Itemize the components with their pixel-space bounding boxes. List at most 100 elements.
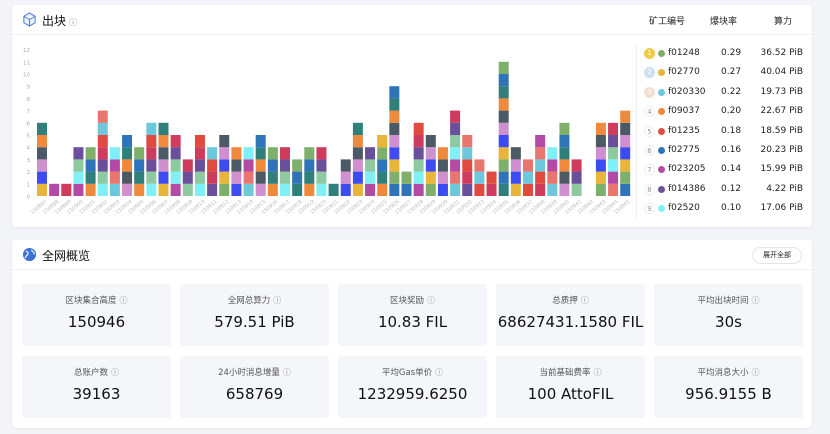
bar-segment[interactable]	[413, 159, 424, 172]
bar-segment[interactable]	[243, 159, 254, 172]
bar-segment[interactable]	[389, 183, 400, 196]
bar-segment[interactable]	[207, 159, 218, 172]
bar-segment[interactable]	[547, 147, 558, 160]
bar-segment[interactable]	[498, 135, 509, 148]
bar-segment[interactable]	[389, 110, 400, 123]
bar-segment[interactable]	[377, 171, 388, 184]
info-circle-icon[interactable]: ⓘ	[119, 296, 128, 305]
miner-row[interactable]: 2 f02770 0.27 40.04 PiB	[637, 64, 813, 83]
bar-segment[interactable]	[389, 86, 400, 99]
bar-segment[interactable]	[37, 135, 47, 148]
bar-segment[interactable]	[146, 135, 157, 148]
bar-segment[interactable]	[389, 171, 400, 184]
bar-segment[interactable]	[109, 147, 120, 160]
bar-segment[interactable]	[365, 147, 376, 160]
info-circle-icon[interactable]: ⓘ	[580, 296, 589, 305]
bar-segment[interactable]	[559, 159, 570, 172]
info-circle-icon[interactable]: ⓘ	[751, 296, 760, 305]
bar-segment[interactable]	[243, 147, 254, 160]
miner-id-link[interactable]: f020330	[668, 86, 706, 97]
miner-id-link[interactable]: f01235	[668, 125, 700, 136]
bar-segment[interactable]	[97, 135, 108, 148]
bar-segment[interactable]	[498, 110, 509, 123]
bar-segment[interactable]	[474, 159, 485, 172]
bar-segment[interactable]	[304, 183, 315, 196]
bar-segment[interactable]	[413, 183, 424, 196]
bar-segment[interactable]	[365, 159, 376, 172]
bar-segment[interactable]	[37, 122, 47, 135]
bar-segment[interactable]	[571, 159, 582, 172]
bar-segment[interactable]	[267, 171, 278, 184]
bar-segment[interactable]	[352, 159, 363, 172]
bar-segment[interactable]	[146, 159, 157, 172]
bar-segment[interactable]	[134, 159, 145, 172]
bar-segment[interactable]	[49, 183, 60, 196]
bar-segment[interactable]	[316, 183, 327, 196]
bar-segment[interactable]	[219, 171, 230, 184]
bar-segment[interactable]	[146, 171, 157, 184]
bar-segment[interactable]	[37, 183, 47, 196]
bar-segment[interactable]	[255, 183, 266, 196]
bar-segment[interactable]	[280, 183, 290, 196]
bar-segment[interactable]	[498, 183, 509, 196]
bar-segment[interactable]	[510, 147, 521, 160]
bar-segment[interactable]	[109, 183, 120, 196]
bar-segment[interactable]	[340, 171, 351, 184]
bar-segment[interactable]	[316, 159, 327, 172]
bar-segment[interactable]	[267, 183, 278, 196]
bar-segment[interactable]	[462, 171, 473, 184]
bar-segment[interactable]	[182, 183, 193, 196]
bar-segment[interactable]	[620, 159, 631, 172]
bar-segment[interactable]	[535, 183, 546, 196]
bar-segment[interactable]	[292, 183, 303, 196]
bar-segment[interactable]	[437, 147, 448, 160]
bar-segment[interactable]	[413, 135, 424, 148]
bar-segment[interactable]	[389, 122, 400, 135]
bar-segment[interactable]	[462, 183, 473, 196]
bar-segment[interactable]	[462, 135, 473, 148]
bar-segment[interactable]	[377, 135, 388, 148]
info-circle-icon[interactable]: ⓘ	[69, 18, 78, 27]
miner-id-link[interactable]: f014386	[668, 183, 706, 194]
miner-row[interactable]: 3 f020330 0.22 19.73 PiB	[637, 84, 813, 103]
bar-segment[interactable]	[255, 159, 266, 172]
bar-segment[interactable]	[620, 135, 631, 148]
bar-segment[interactable]	[340, 183, 351, 196]
bar-segment[interactable]	[122, 147, 133, 160]
bar-segment[interactable]	[535, 147, 546, 160]
bar-segment[interactable]	[559, 171, 570, 184]
bar-segment[interactable]	[158, 147, 169, 160]
bar-segment[interactable]	[425, 159, 436, 172]
bar-segment[interactable]	[474, 171, 485, 184]
bar-segment[interactable]	[328, 183, 339, 196]
bar-segment[interactable]	[158, 183, 169, 196]
bar-segment[interactable]	[280, 147, 290, 160]
bar-segment[interactable]	[523, 159, 533, 172]
bar-segment[interactable]	[340, 159, 351, 172]
miner-id-link[interactable]: f02775	[668, 145, 700, 155]
bar-segment[interactable]	[255, 135, 266, 148]
bar-segment[interactable]	[85, 183, 96, 196]
bar-segment[interactable]	[219, 135, 230, 148]
bar-segment[interactable]	[547, 171, 558, 184]
bar-segment[interactable]	[595, 159, 606, 172]
miner-row[interactable]: 8 f014386 0.12 4.22 PiB	[637, 181, 813, 200]
bar-segment[interactable]	[413, 171, 424, 184]
bar-segment[interactable]	[389, 159, 400, 172]
miner-id-link[interactable]: f09037	[668, 106, 700, 117]
bar-segment[interactable]	[510, 159, 521, 172]
info-circle-icon[interactable]: ⓘ	[427, 296, 435, 305]
bar-segment[interactable]	[170, 171, 181, 184]
bar-segment[interactable]	[620, 171, 631, 184]
bar-segment[interactable]	[620, 183, 631, 196]
info-circle-icon[interactable]: ⓘ	[435, 368, 444, 377]
bar-segment[interactable]	[498, 98, 509, 111]
bar-segment[interactable]	[182, 159, 193, 172]
bar-segment[interactable]	[365, 183, 376, 196]
bar-segment[interactable]	[292, 171, 303, 184]
bar-segment[interactable]	[559, 135, 570, 148]
bar-segment[interactable]	[547, 183, 558, 196]
bar-segment[interactable]	[194, 135, 205, 148]
bar-segment[interactable]	[523, 183, 533, 196]
bar-segment[interactable]	[146, 147, 157, 160]
